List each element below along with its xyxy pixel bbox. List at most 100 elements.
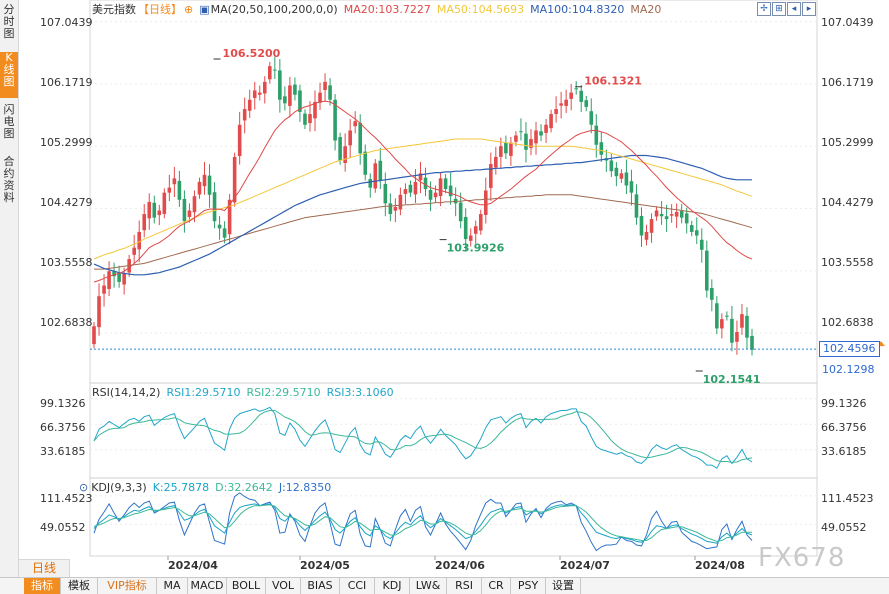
kdj-settings-icon[interactable]: ⊙ <box>79 481 89 494</box>
candle-body <box>483 190 488 215</box>
candle-body <box>112 271 116 277</box>
candle-body <box>202 174 207 187</box>
tab-psy[interactable]: PSY <box>511 578 546 594</box>
candle-body <box>187 210 192 217</box>
candle-body <box>288 85 292 106</box>
candle-body <box>559 103 563 106</box>
rsi3-value: RSI3:3.1060 <box>326 386 394 399</box>
plot-border <box>89 0 818 557</box>
candle-body <box>343 146 347 164</box>
low-price-tag: 102.1298 <box>822 363 875 376</box>
tab-templates[interactable]: 模板 <box>61 578 98 594</box>
candle-body <box>589 111 594 125</box>
tab-lw[interactable]: LW& <box>410 578 447 594</box>
candle-body <box>639 215 644 236</box>
zoom-out-icon[interactable]: ⊞ <box>772 2 786 16</box>
rsi2-line <box>93 410 753 463</box>
candle-body <box>257 92 262 95</box>
tab-settings[interactable]: 设置 <box>546 578 581 594</box>
move-left-icon[interactable]: ◂ <box>787 2 801 16</box>
annotation-label: 106.1321 <box>584 75 642 88</box>
candle-body <box>564 99 568 106</box>
sidebar-tab-contract-info[interactable]: 合约资料 <box>3 155 15 204</box>
kdj-d-value: D:32.2642 <box>215 481 273 494</box>
price-axis-left-1: 106.1719 <box>40 76 93 89</box>
candle-body <box>669 214 674 216</box>
sidebar-tab-flash[interactable]: 闪电图 <box>3 103 15 140</box>
sidebar-tab-kline[interactable]: K线图 <box>0 52 18 98</box>
kdj-j-value: J:12.8350 <box>278 481 332 494</box>
settings-icon[interactable]: ⊕ <box>184 3 194 16</box>
instrument-name: 美元指数 <box>92 3 136 16</box>
rsi-axis-right-2: 33.6185 <box>821 445 867 458</box>
price-axis-right-3: 104.4279 <box>821 196 874 209</box>
kdj-legend: ⊙ KDJ(9,3,3) K:25.7878 D:32.2642 J:12.8350 <box>79 481 337 495</box>
tab-indicators[interactable]: 指标 <box>24 578 61 594</box>
price-axis-right-0: 107.0439 <box>821 16 874 29</box>
candle-body <box>634 194 639 218</box>
candle-body <box>212 192 217 222</box>
candle-body <box>197 181 202 195</box>
candle-body <box>237 124 242 157</box>
zoom-in-icon[interactable]: ✢ <box>757 2 771 16</box>
candle-body <box>584 100 589 107</box>
tab-cci[interactable]: CCI <box>340 578 375 594</box>
candle-body <box>313 101 317 119</box>
candle-body <box>514 135 518 142</box>
candle-body <box>579 90 584 102</box>
price-axis-left-5: 102.6838 <box>40 316 93 329</box>
candle-body <box>689 225 694 232</box>
candle-body <box>539 131 543 136</box>
candle-body <box>117 272 121 282</box>
period-label[interactable]: 【日线】 <box>138 3 182 16</box>
candle-body <box>137 231 142 250</box>
tab-vol[interactable]: VOL <box>266 578 301 594</box>
candle-body <box>619 173 624 179</box>
current-price-tag: 102.4596 <box>819 341 880 357</box>
candle-body <box>644 231 649 240</box>
move-right-icon[interactable]: ▸ <box>802 2 816 16</box>
candle-body <box>433 192 438 198</box>
candle-body <box>318 92 322 103</box>
ma100-line <box>93 154 752 276</box>
candle-body <box>418 173 423 181</box>
candle-body <box>473 226 478 234</box>
period-button[interactable]: 日线 <box>18 559 70 578</box>
tab-ma[interactable]: MA <box>157 578 188 594</box>
candle-body <box>750 335 754 350</box>
candle-body <box>162 192 167 214</box>
tab-bias[interactable]: BIAS <box>301 578 340 594</box>
ma50-line <box>93 138 753 260</box>
candle-body <box>283 96 287 104</box>
ma200-value: MA20 <box>630 3 662 16</box>
candle-body <box>262 81 267 94</box>
candle-body <box>509 142 513 156</box>
tab-vip-indicators[interactable]: VIP指标 <box>98 578 157 594</box>
candle-body <box>252 90 257 99</box>
candle-body <box>308 114 312 124</box>
candle-body <box>107 271 111 289</box>
tab-kdj[interactable]: KDJ <box>375 578 410 594</box>
sidebar-tab-timeshare[interactable]: 分时图 <box>3 3 15 40</box>
candle-body <box>408 184 413 193</box>
candle-body <box>338 137 342 161</box>
candle-body <box>489 164 493 188</box>
x-label-0: 2024/04 <box>168 559 218 572</box>
kdj-j-line <box>93 492 753 552</box>
tab-boll[interactable]: BOLL <box>227 578 266 594</box>
candle-body <box>303 113 307 125</box>
tab-rsi[interactable]: RSI <box>447 578 482 594</box>
candle-body <box>554 109 558 115</box>
candle-body <box>529 139 533 149</box>
candle-body <box>745 315 749 338</box>
candle-body <box>373 163 378 189</box>
tab-macd[interactable]: MACD <box>188 578 227 594</box>
rsi-label: RSI(14,14,2) <box>92 386 161 399</box>
candle-body <box>524 133 528 150</box>
candle-body <box>247 99 252 111</box>
candle-body <box>207 175 212 195</box>
kdj-axis-left-1: 49.0552 <box>40 521 86 534</box>
price-axis-left-2: 105.2999 <box>40 136 93 149</box>
tab-cr[interactable]: CR <box>482 578 511 594</box>
candle-body <box>428 189 433 200</box>
